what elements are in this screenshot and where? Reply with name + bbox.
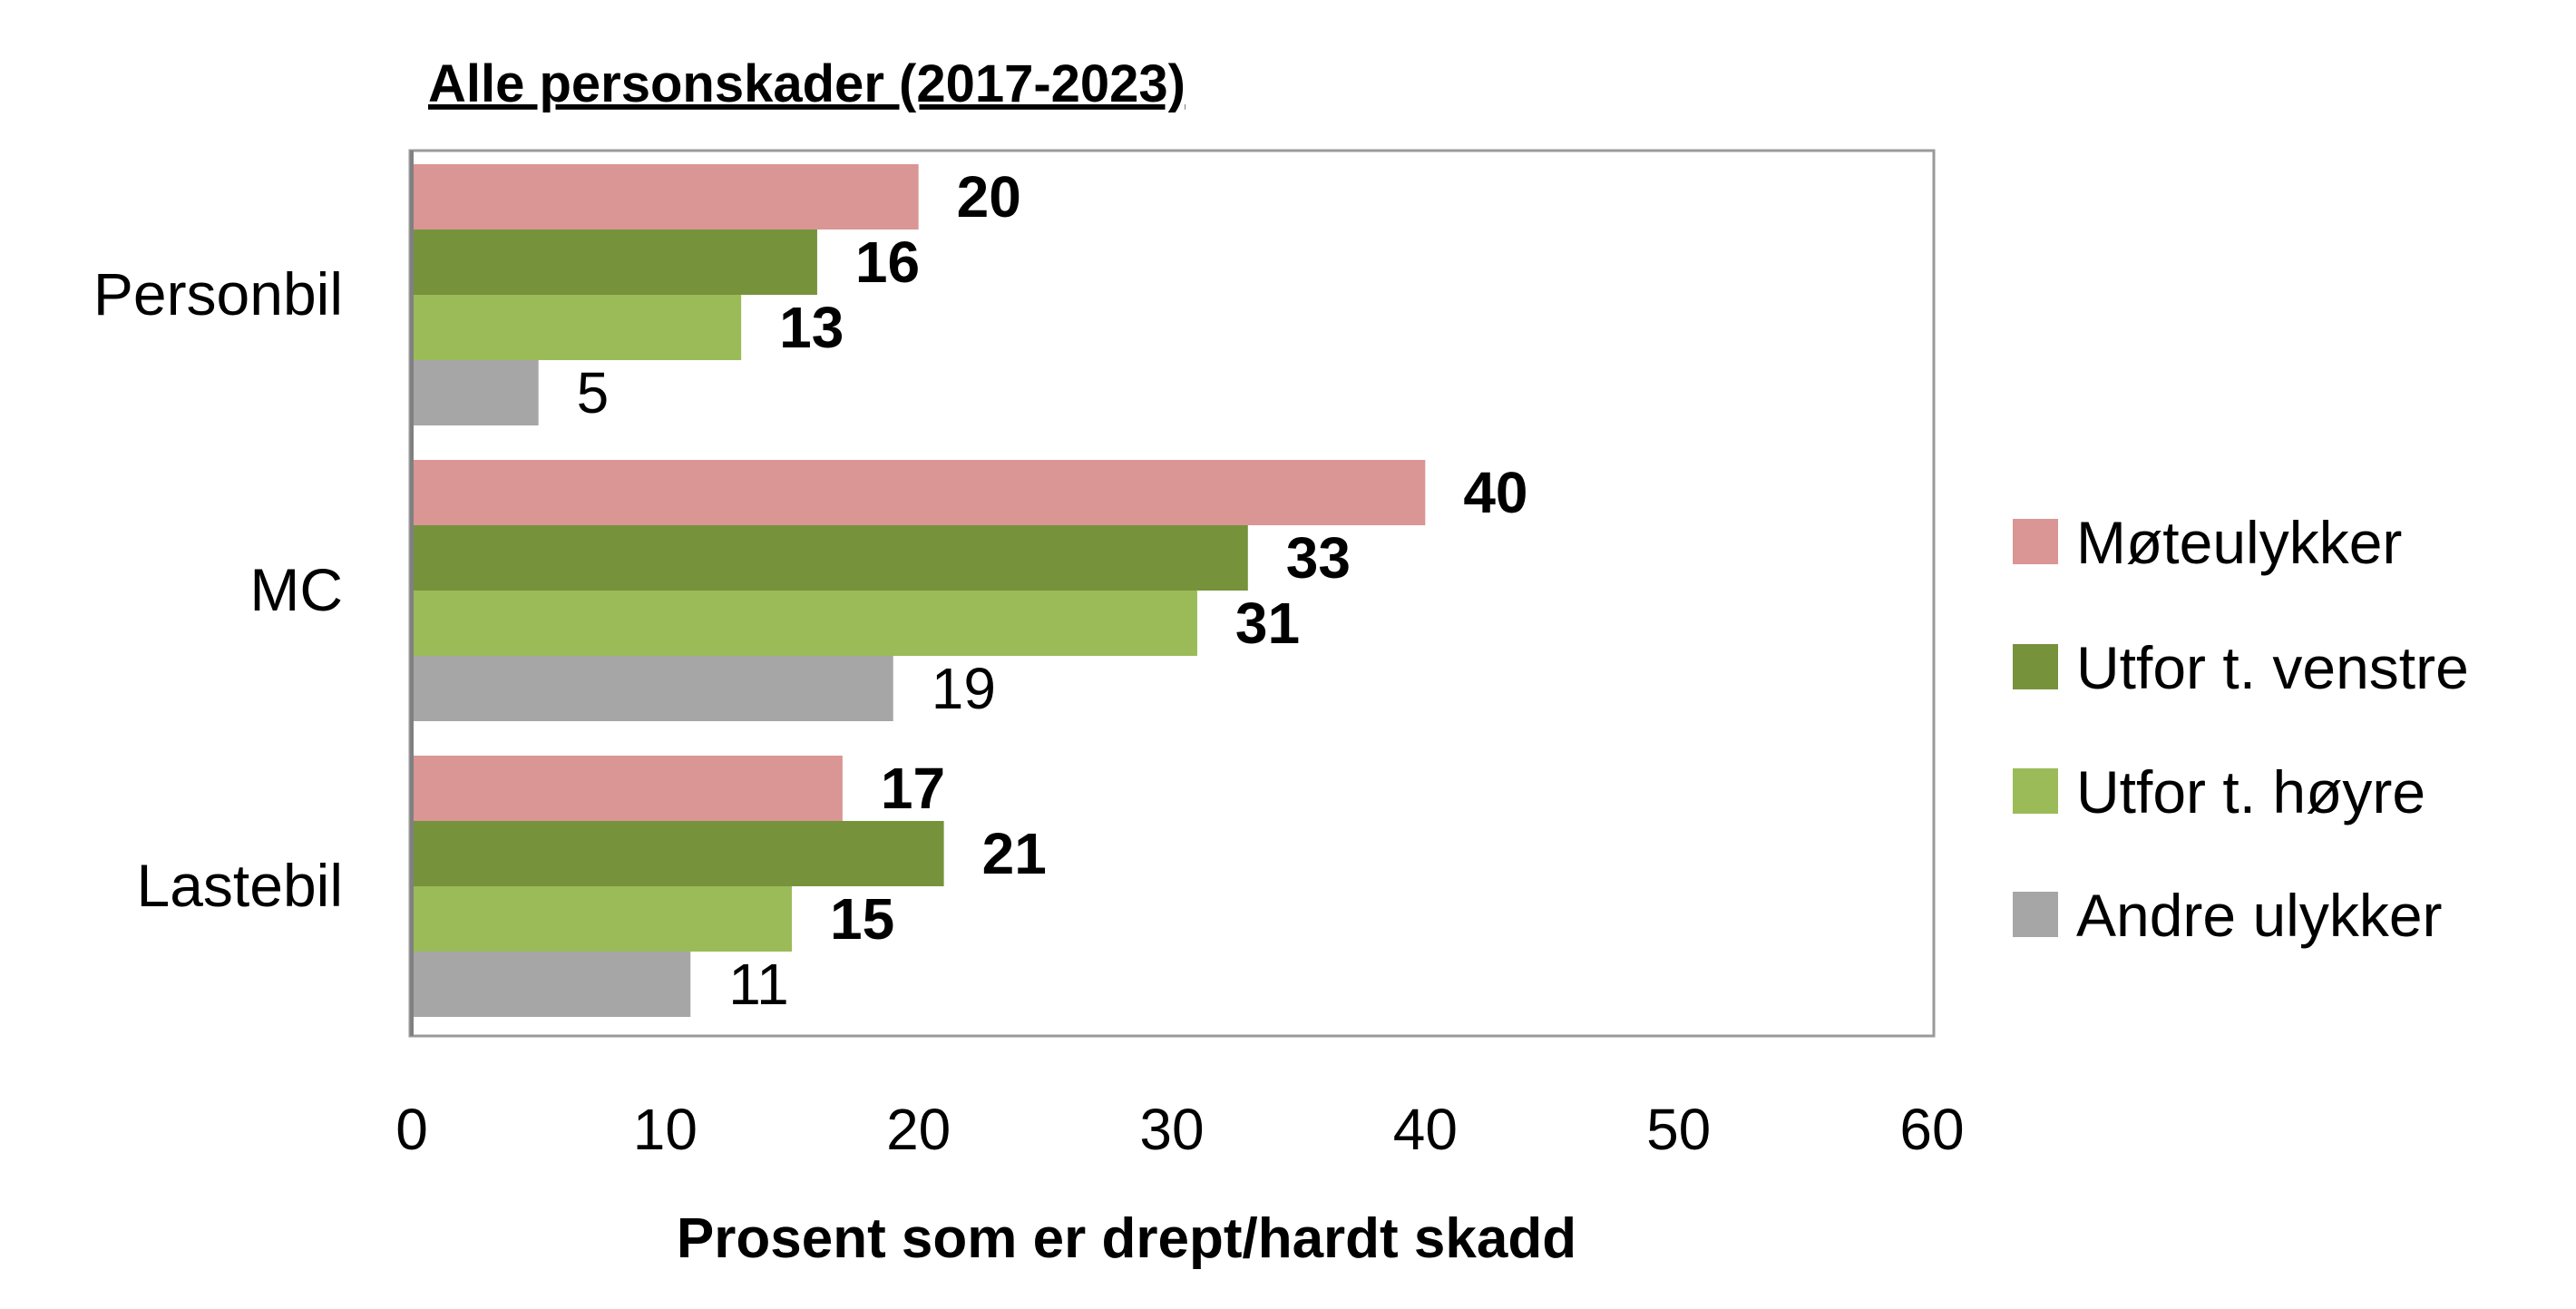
data-label-personbil-utfor-t-venstre: 16 (855, 230, 920, 295)
x-tick-label-50: 50 (1646, 1097, 1711, 1162)
chart-title: Alle personskader (2017-2023) (428, 54, 1186, 113)
data-label-mc-utfor-t-hoyre: 31 (1235, 591, 1300, 656)
bar-lastebil-utfor-t-venstre (412, 821, 944, 886)
data-label-personbil-andre-ulykker: 5 (577, 360, 610, 425)
data-label-personbil-moteulykker: 20 (957, 164, 1021, 230)
data-label-personbil-utfor-t-hoyre: 13 (779, 295, 844, 360)
bar-personbil-utfor-t-hoyre (412, 295, 742, 360)
legend-label-utfor-t-hoyre: Utfor t. høyre (2076, 758, 2425, 825)
data-label-lastebil-moteulykker: 17 (881, 756, 945, 821)
data-label-lastebil-andre-ulykker: 11 (728, 952, 788, 1017)
bar-lastebil-andre-ulykker (412, 952, 691, 1017)
x-tick-label-20: 20 (886, 1097, 951, 1162)
legend-swatch-utfor-t-hoyre (2013, 768, 2058, 814)
data-label-mc-utfor-t-venstre: 33 (1286, 525, 1351, 591)
data-label-mc-andre-ulykker: 19 (932, 656, 996, 721)
legend-label-moteulykker: Møteulykker (2076, 509, 2402, 576)
bar-lastebil-moteulykker (412, 756, 843, 821)
x-tick-label-60: 60 (1899, 1097, 1964, 1162)
legend-label-utfor-t-venstre: Utfor t. venstre (2076, 634, 2469, 701)
y-tick-label-personbil: Personbil (93, 260, 343, 327)
x-axis-label: Prosent som er drept/hardt skadd (677, 1207, 1576, 1270)
legend-swatch-moteulykker (2013, 519, 2058, 564)
bar-personbil-utfor-t-venstre (412, 230, 817, 295)
data-label-lastebil-utfor-t-hoyre: 15 (830, 886, 894, 952)
legend-swatch-andre-ulykker (2013, 892, 2058, 937)
bar-personbil-andre-ulykker (412, 360, 539, 425)
x-tick-label-30: 30 (1139, 1097, 1204, 1162)
bar-mc-andre-ulykker (412, 656, 893, 721)
legend-swatch-utfor-t-venstre (2013, 644, 2058, 689)
data-label-lastebil-utfor-t-venstre: 21 (982, 821, 1047, 886)
bar-personbil-moteulykker (412, 164, 919, 230)
x-tick-label-40: 40 (1393, 1097, 1458, 1162)
y-tick-label-mc: MC (249, 556, 343, 623)
legend-label-andre-ulykker: Andre ulykker (2076, 882, 2443, 949)
data-label-mc-moteulykker: 40 (1463, 460, 1527, 525)
bar-mc-utfor-t-hoyre (412, 591, 1197, 656)
bar-mc-utfor-t-venstre (412, 525, 1248, 591)
x-tick-label-0: 0 (395, 1097, 428, 1162)
x-tick-label-10: 10 (633, 1097, 698, 1162)
bar-lastebil-utfor-t-hoyre (412, 886, 792, 952)
y-tick-label-lastebil: Lastebil (137, 852, 344, 919)
bar-mc-moteulykker (412, 460, 1426, 525)
